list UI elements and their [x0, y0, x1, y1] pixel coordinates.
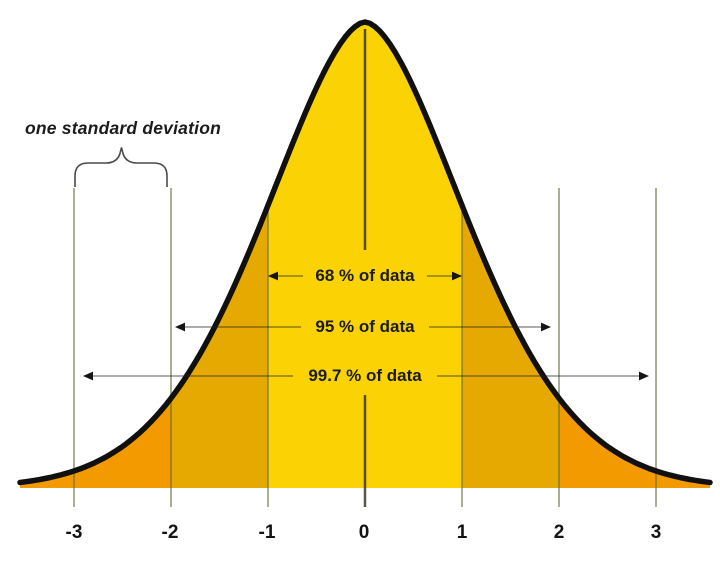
tick-plus3: 3	[650, 522, 662, 543]
arrowhead-95-left	[175, 322, 185, 332]
tick-minus1: -1	[258, 522, 276, 543]
stddev-brace	[74, 147, 168, 187]
arrowhead-997-left	[83, 371, 93, 381]
tick-plus2: 2	[553, 522, 565, 543]
tick-plus1: 1	[456, 522, 468, 543]
annotation-68-percent: 68 % of data	[315, 266, 415, 285]
bell-curve-outline	[17, 19, 713, 486]
tick-minus3: -3	[65, 522, 83, 543]
tick-zero: 0	[358, 522, 370, 543]
annotation-95-percent: 95 % of data	[315, 317, 415, 336]
arrowhead-68-left	[268, 271, 278, 281]
range-arrow-heads	[83, 271, 649, 381]
one-standard-deviation-label: one standard deviation	[25, 118, 221, 138]
annotation-99-7-percent: 99.7 % of data	[308, 366, 422, 385]
arrowhead-68-right	[452, 271, 462, 281]
arrowhead-997-right	[639, 371, 649, 381]
tick-minus2: -2	[161, 522, 179, 543]
arrowhead-95-right	[541, 322, 551, 332]
sigma-lines	[73, 188, 657, 507]
